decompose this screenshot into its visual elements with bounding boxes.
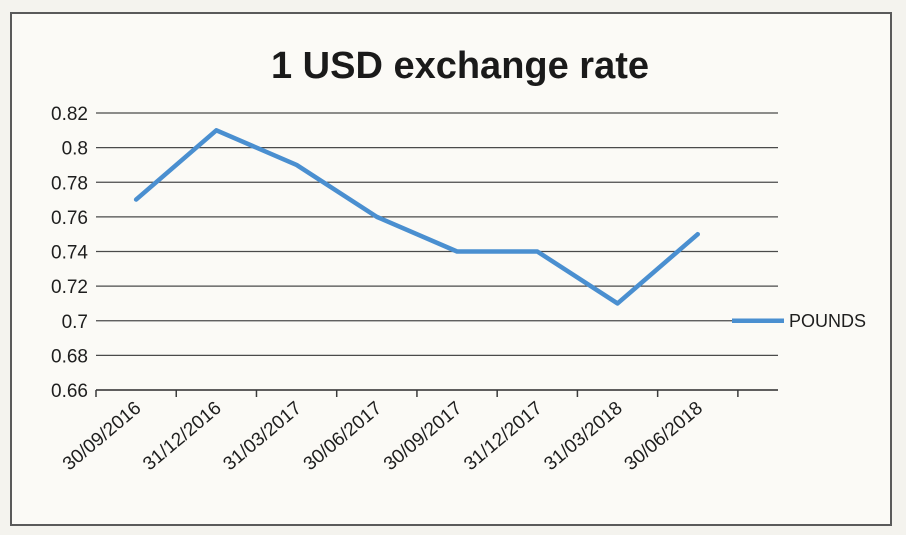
legend-label: POUNDS — [789, 311, 866, 331]
chart-frame — [10, 12, 892, 526]
y-tick-label: 0.74 — [51, 243, 88, 264]
x-axis: 30/09/201631/12/201631/03/201730/06/2017… — [59, 389, 778, 475]
x-tick-label: 31/12/2017 — [460, 398, 546, 475]
x-tick-label: 30/09/2016 — [59, 398, 145, 475]
x-tick-label: 31/03/2017 — [219, 398, 305, 475]
y-tick-label: 0.8 — [62, 139, 88, 160]
y-tick-label: 0.66 — [51, 381, 88, 402]
series-line-pounds — [133, 128, 701, 306]
x-tick-label: 30/09/2017 — [380, 398, 466, 475]
series-group — [133, 128, 701, 306]
x-tick-label: 30/06/2017 — [300, 398, 386, 475]
y-tick-label: 0.78 — [51, 173, 88, 194]
x-tick-label: 30/06/2018 — [621, 398, 707, 475]
legend: POUNDS — [732, 311, 866, 331]
chart-title: 1 USD exchange rate — [271, 45, 649, 87]
y-tick-label: 0.76 — [51, 208, 88, 229]
x-tick-label: 31/03/2018 — [540, 398, 626, 475]
y-tick-label: 0.68 — [51, 346, 88, 367]
y-axis-ticks: 0.82 0.8 0.78 0.76 0.74 0.72 0.7 0.68 0.66 — [51, 104, 88, 402]
x-tick-label: 31/12/2016 — [139, 398, 225, 475]
y-tick-label: 0.7 — [62, 312, 88, 333]
y-tick-label: 0.72 — [51, 277, 88, 298]
y-tick-label: 0.82 — [51, 104, 88, 125]
